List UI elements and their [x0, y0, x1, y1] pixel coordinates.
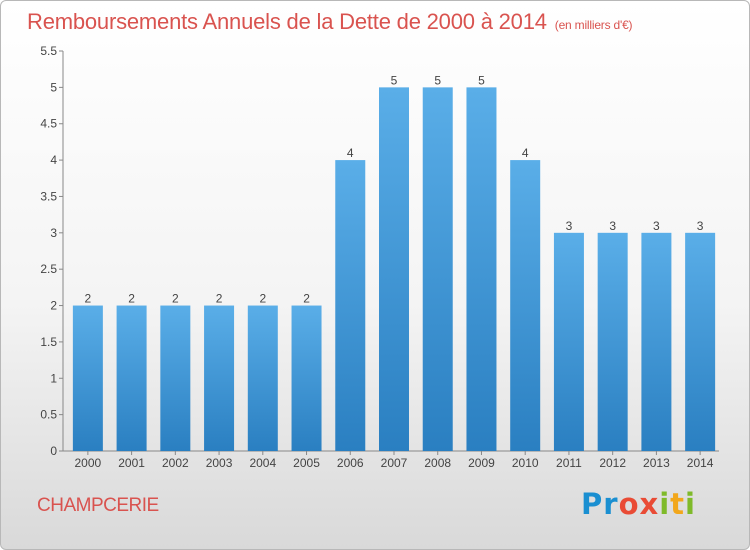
x-tick-label: 2011 [556, 456, 582, 470]
x-tick-label: 2010 [512, 456, 539, 470]
y-tick-label: 2.5 [40, 262, 57, 276]
y-tick-label: 4 [50, 153, 57, 167]
y-tick-label: 2 [50, 299, 57, 313]
chart-title: Remboursements Annuels de la Dette de 20… [27, 9, 633, 35]
bar-value-label: 4 [347, 146, 354, 160]
bar-value-label: 2 [303, 292, 310, 306]
bar [510, 160, 541, 451]
x-tick-label: 2003 [206, 456, 233, 470]
bar-value-label: 5 [478, 73, 485, 87]
bar [335, 160, 366, 451]
bar [116, 305, 147, 451]
x-tick-label: 2002 [162, 456, 189, 470]
y-tick-label: 1 [50, 371, 57, 385]
bar-value-label: 2 [216, 292, 223, 306]
x-tick-label: 2009 [468, 456, 495, 470]
x-tick-label: 2004 [249, 456, 276, 470]
x-tick-label: 2000 [75, 456, 102, 470]
x-tick-label: 2001 [118, 456, 145, 470]
bar-value-label: 3 [697, 219, 704, 233]
bar [422, 87, 453, 451]
x-tick-label: 2006 [337, 456, 364, 470]
bar [160, 305, 191, 451]
x-tick-label: 2014 [687, 456, 714, 470]
bar [291, 305, 322, 451]
bar-value-label: 2 [128, 292, 135, 306]
bar [466, 87, 497, 451]
bar-value-label: 5 [434, 73, 441, 87]
y-tick-label: 4.5 [40, 117, 57, 131]
x-tick-label: 2007 [381, 456, 408, 470]
bar-value-label: 3 [609, 219, 616, 233]
y-tick-label: 5 [50, 80, 57, 94]
bar [379, 87, 409, 451]
bar-value-label: 3 [653, 219, 660, 233]
bar-value-label: 2 [259, 292, 266, 306]
bar [597, 232, 628, 451]
bar-value-label: 2 [85, 292, 92, 306]
bar [685, 232, 716, 451]
bar-value-label: 4 [522, 146, 529, 160]
chart-subtitle: (en milliers d'€) [554, 18, 633, 32]
proxiti-logo: Proxiti [581, 487, 696, 521]
commune-name: CHAMPCERIE [37, 495, 159, 516]
bar [204, 305, 235, 451]
chart-title-text: Remboursements Annuels de la Dette de 20… [27, 9, 547, 34]
y-tick-label: 3 [50, 226, 57, 240]
bar [247, 305, 278, 451]
x-tick-label: 2005 [293, 456, 320, 470]
x-tick-label: 2012 [599, 456, 626, 470]
bar [641, 232, 672, 451]
bar-value-label: 2 [172, 292, 179, 306]
y-tick-label: 3.5 [40, 189, 57, 203]
bar-value-label: 5 [391, 73, 398, 87]
y-tick-label: 0.5 [40, 408, 57, 422]
x-tick-label: 2008 [424, 456, 451, 470]
bar [72, 305, 103, 451]
y-tick-label: 1.5 [40, 335, 57, 349]
x-tick-label: 2013 [643, 456, 670, 470]
y-tick-label: 0 [50, 444, 57, 458]
y-tick-label: 5.5 [40, 44, 57, 58]
bar-value-label: 3 [566, 219, 573, 233]
bar [553, 232, 584, 451]
